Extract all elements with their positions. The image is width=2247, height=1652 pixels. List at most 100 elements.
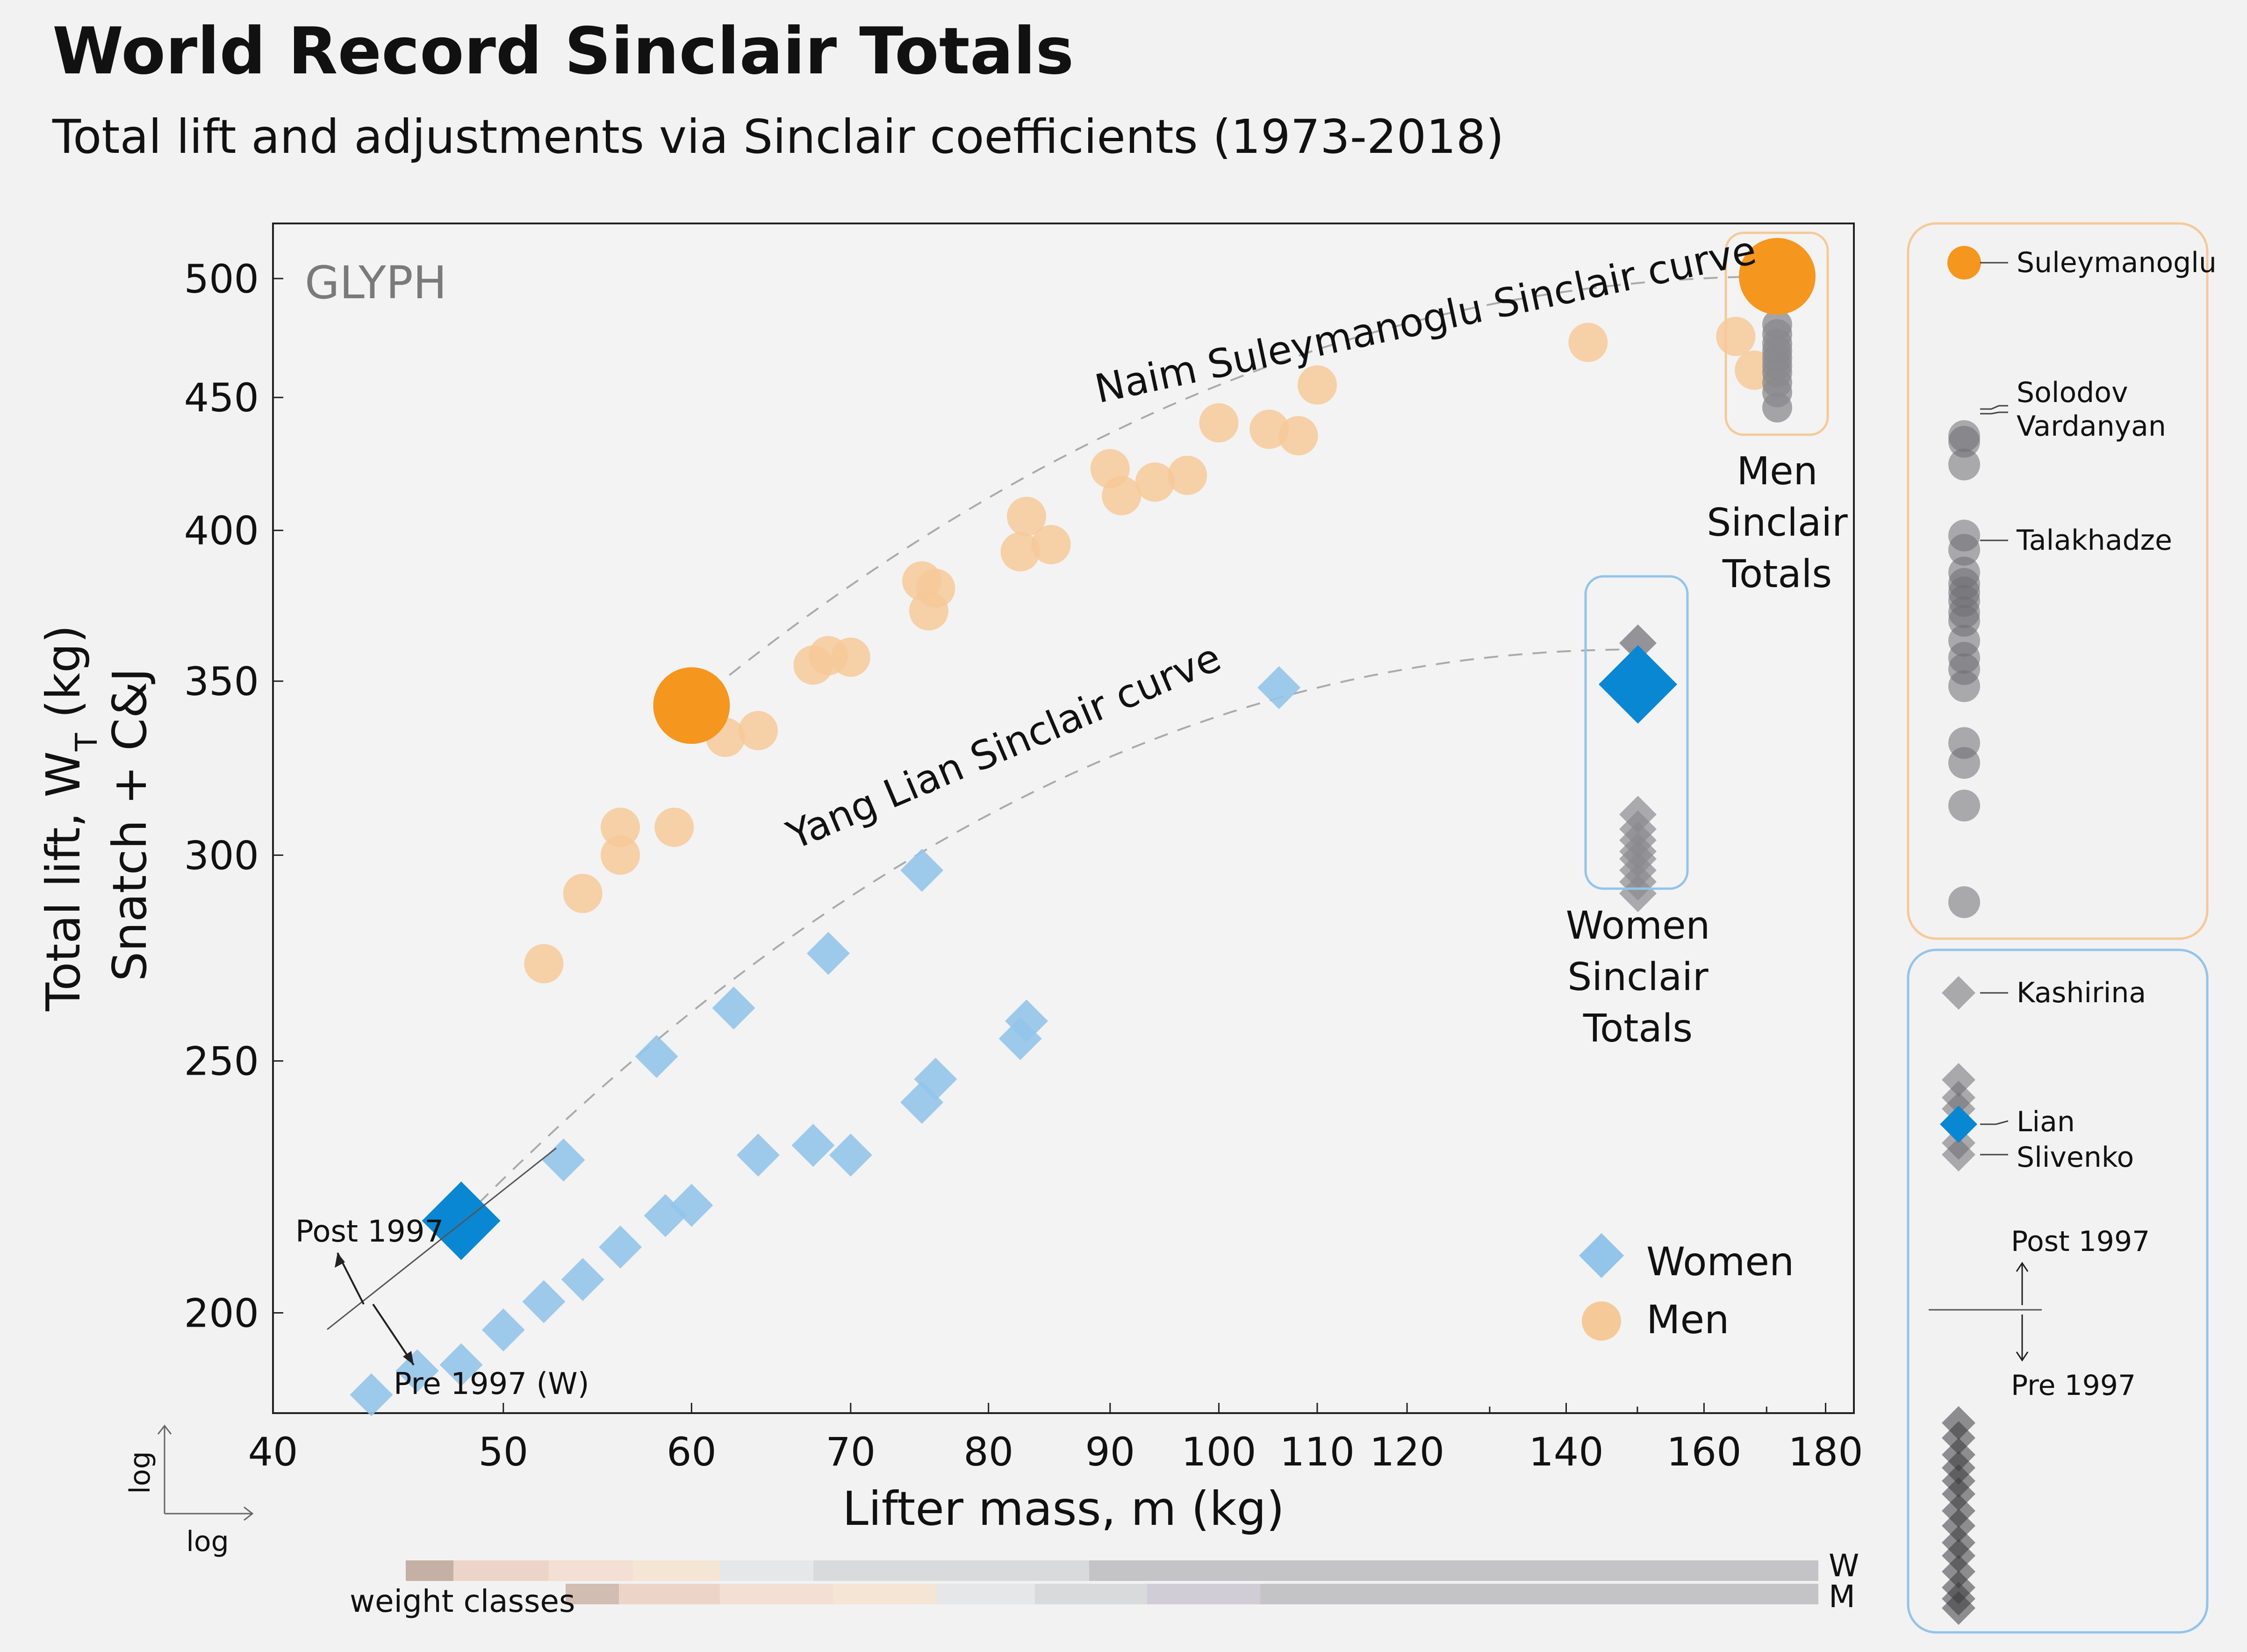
pre-arrow-head xyxy=(403,1351,414,1365)
side-panel-women-labels: Kashirina Lian Slivenko Post 1997 Pre 19… xyxy=(1929,977,2150,1402)
men-record-point xyxy=(1135,462,1175,502)
women-record-point xyxy=(599,1225,642,1269)
women-points xyxy=(350,666,1301,1416)
svg-text:Total lift, WT (kg): Total lift, WT (kg) xyxy=(36,625,104,1012)
men-record-point xyxy=(524,944,564,984)
side-label-kashirina: Kashirina xyxy=(2017,977,2146,1009)
weight-class-bar-women xyxy=(406,1560,1818,1581)
log-hint-y-label: log xyxy=(124,1451,157,1494)
side-men-marker xyxy=(1948,534,1980,566)
x-tick-label: 110 xyxy=(1280,1429,1355,1475)
women-record-point xyxy=(914,1057,957,1101)
weight-class-segment-men xyxy=(937,1584,1035,1604)
post-1997-label: Post 1997 xyxy=(295,1214,444,1249)
pre-1997-label: Pre 1997 (W) xyxy=(394,1367,589,1401)
women-record-point xyxy=(806,932,850,975)
side-panel-men-labels: Suleymanoglu Solodov Vardanyan Talakhadz… xyxy=(1980,246,2217,557)
side-pre-1997-label: Pre 1997 xyxy=(2011,1369,2136,1402)
weight-class-bar-men xyxy=(566,1584,1818,1604)
x-tick-label: 60 xyxy=(667,1429,717,1475)
side-men-marker xyxy=(1948,448,1980,481)
women-record-point xyxy=(350,1373,393,1416)
side-women-marker xyxy=(1942,1063,1975,1097)
y-tick-label: 200 xyxy=(184,1290,259,1336)
women-record-point xyxy=(1257,666,1301,709)
women-record-point xyxy=(439,1343,483,1386)
weight-class-segment-women xyxy=(633,1560,720,1581)
women-record-point xyxy=(670,1184,713,1227)
solodov-leader xyxy=(1980,405,2008,410)
men-record-point xyxy=(1000,532,1040,572)
vardanyan-leader xyxy=(1980,411,2008,415)
men-record-point xyxy=(1297,365,1337,405)
men-record-point xyxy=(563,874,603,913)
men-totals-label-line1: Men xyxy=(1737,449,1817,494)
y-axis-title-subscript: T xyxy=(70,733,104,752)
weight-class-segment-women xyxy=(453,1560,549,1581)
side-label-lian: Lian xyxy=(2017,1106,2075,1138)
side-women-marker xyxy=(1942,1591,1975,1625)
side-label-slivenko: Slivenko xyxy=(2017,1141,2134,1174)
side-label-solodov: Solodov xyxy=(2017,376,2128,409)
side-men-marker xyxy=(1948,747,1980,779)
side-women-marker xyxy=(1942,1138,1975,1171)
x-tick-label: 100 xyxy=(1181,1429,1256,1475)
side-post-arrow-head xyxy=(2016,1262,2029,1272)
weight-class-segment-men xyxy=(833,1584,937,1604)
men-record-point xyxy=(1278,416,1318,456)
women-totals-label-line2: Sinclair xyxy=(1567,955,1709,999)
x-tick-label: 80 xyxy=(963,1429,1013,1475)
men-points xyxy=(524,316,1774,984)
x-axis: 40 50 60 70 80 90 100 110 120 140 160 180 xyxy=(248,1403,1863,1475)
women-sinclair-total-point xyxy=(1619,624,1657,662)
women-record-point xyxy=(900,848,944,892)
women-record-point xyxy=(791,1124,835,1167)
men-record-point xyxy=(654,807,694,847)
weight-class-segment-men xyxy=(1260,1584,1818,1604)
plot-frame xyxy=(272,223,1855,1414)
men-record-point xyxy=(738,711,778,750)
side-women-marker-lian xyxy=(1940,1106,1977,1143)
log-hint-x-label: log xyxy=(186,1525,229,1558)
weight-class-segment-women xyxy=(1089,1560,1818,1581)
men-totals-label-line2: Sinclair xyxy=(1707,501,1848,545)
y-tick-label: 450 xyxy=(184,375,259,421)
women-sinclair-total-highlight xyxy=(1599,645,1677,724)
post-arrow-head xyxy=(335,1253,345,1268)
y-tick-label: 300 xyxy=(184,833,259,878)
weight-class-segment-men xyxy=(720,1584,833,1604)
x-tick-label: 160 xyxy=(1666,1429,1741,1475)
x-tick-label: 180 xyxy=(1788,1429,1863,1475)
highlight-suleymanoglu-point xyxy=(653,667,730,744)
side-label-vardanyan: Vardanyan xyxy=(2017,410,2166,443)
weight-class-m-label: M xyxy=(1829,1579,1855,1615)
x-tick-label: 50 xyxy=(478,1429,528,1475)
lian-leader xyxy=(1980,1120,2009,1125)
men-record-point xyxy=(601,807,640,847)
side-men-marker-suleymanoglu xyxy=(1947,246,1981,280)
side-panel-women-markers xyxy=(1940,976,1977,1625)
women-record-point xyxy=(542,1138,585,1182)
side-pre-arrow-head xyxy=(2016,1351,2029,1362)
sinclair-totals-columns xyxy=(1599,237,1816,912)
women-record-point xyxy=(829,1133,872,1177)
men-totals-label-line3: Totals xyxy=(1722,552,1832,596)
weight-class-segment-women xyxy=(720,1560,813,1581)
x-tick-label: 90 xyxy=(1085,1429,1135,1475)
watermark-logo: GLYPH xyxy=(305,257,447,309)
men-record-point xyxy=(1716,316,1756,356)
weight-class-segment-women xyxy=(549,1560,633,1581)
x-axis-title: Lifter mass, m (kg) xyxy=(842,1481,1285,1536)
y-tick-label: 400 xyxy=(184,508,259,554)
side-label-suleymanoglu: Suleymanoglu xyxy=(2017,246,2217,279)
side-men-marker xyxy=(1948,790,1980,822)
men-record-point xyxy=(1102,476,1141,516)
side-men-marker xyxy=(1948,426,1980,458)
women-totals-label-line1: Women xyxy=(1566,904,1710,948)
weight-class-w-label: W xyxy=(1829,1548,1859,1584)
women-sinclair-total-point xyxy=(1619,875,1657,912)
y-axis-title-main: Total lift, W xyxy=(36,751,91,1012)
side-panel-women xyxy=(1907,948,2209,1634)
side-men-marker xyxy=(1948,886,1980,918)
